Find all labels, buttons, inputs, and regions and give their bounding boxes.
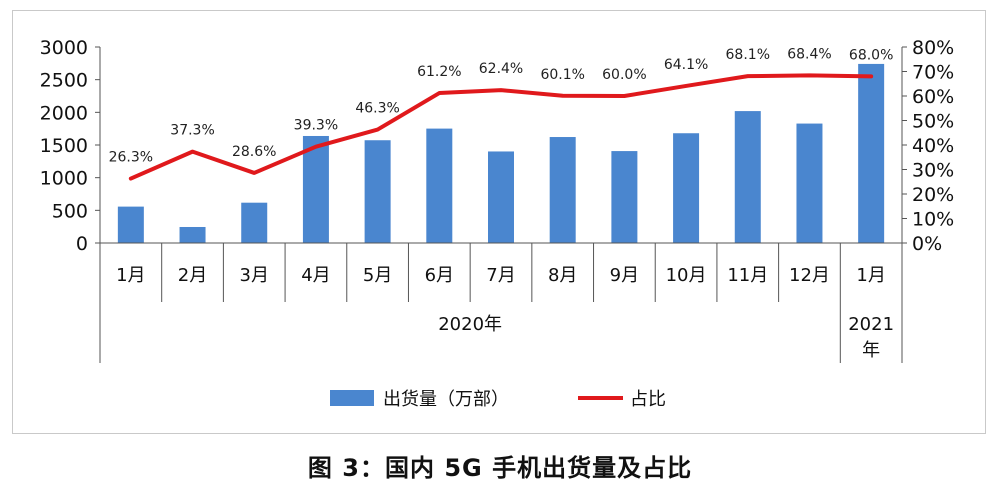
bar-shipments xyxy=(858,63,885,244)
y-left-tick-label: 0 xyxy=(76,233,88,255)
share-data-label: 39.3% xyxy=(294,118,338,134)
year-group-label-2020: 2020年 xyxy=(438,314,502,335)
legend-label-share: 占比 xyxy=(630,389,666,410)
share-data-label: 68.0% xyxy=(849,47,893,63)
y-left-tick-label: 1500 xyxy=(40,135,88,157)
bar-shipments xyxy=(488,151,514,243)
share-data-label: 62.4% xyxy=(479,61,523,77)
bar-shipments xyxy=(734,111,761,243)
legend-swatch-shipments xyxy=(330,390,374,406)
y-left-tick-label: 3000 xyxy=(40,37,88,59)
bar-shipments xyxy=(796,123,823,243)
bar-shipments xyxy=(179,226,206,243)
x-tick-label: 1月 xyxy=(856,265,885,286)
share-data-label: 60.0% xyxy=(602,67,646,83)
y-left-tick-label: 500 xyxy=(52,200,88,222)
x-tick-label: 5月 xyxy=(363,265,392,286)
y-right-tick-label: 50% xyxy=(912,111,954,133)
share-data-label: 28.6% xyxy=(232,144,276,160)
share-data-label: 46.3% xyxy=(355,101,399,117)
y-right-tick-label: 10% xyxy=(912,209,954,231)
y-right-tick-label: 80% xyxy=(912,37,954,59)
bar-shipments xyxy=(549,137,576,243)
y-right-tick-label: 30% xyxy=(912,160,954,182)
y-right-tick-label: 60% xyxy=(912,86,954,108)
bar-shipments xyxy=(426,128,453,243)
bar-shipments xyxy=(241,202,268,243)
bar-shipments xyxy=(302,135,329,243)
legend-label-shipments: 出货量（万部） xyxy=(383,389,509,410)
y-left-tick-label: 2500 xyxy=(40,70,88,92)
chart: 0 500 1000 1500 2000 2500 3000 0%10% 20%30% 40%50… xyxy=(40,37,955,410)
share-data-label: 68.1% xyxy=(726,47,770,63)
x-tick-label: 2月 xyxy=(178,265,207,286)
y-right-tick-label: 40% xyxy=(912,135,954,157)
x-tick-label: 10月 xyxy=(666,265,707,286)
share-data-label: 61.2% xyxy=(417,64,461,80)
y-left-tick-label: 2000 xyxy=(40,102,88,124)
y-right-tick-label: 0% xyxy=(912,233,942,255)
x-tick-label: 8月 xyxy=(548,265,577,286)
share-data-label: 68.4% xyxy=(787,46,831,62)
x-tick-label: 4月 xyxy=(301,265,330,286)
y-right-tick-label: 20% xyxy=(912,184,954,206)
x-tick-label: 3月 xyxy=(240,265,269,286)
x-tick-label: 1月 xyxy=(116,265,145,286)
line-share xyxy=(128,73,874,181)
figure-caption: 图 3：国内 5G 手机出货量及占比 xyxy=(307,454,693,482)
bar-shipments xyxy=(673,133,700,243)
y-right-tick-label: 70% xyxy=(912,62,954,84)
x-tick-label: 12月 xyxy=(789,265,830,286)
x-tick-label: 7月 xyxy=(486,265,515,286)
bar-shipments xyxy=(117,206,144,243)
year-group-label-2021: 2021 年 xyxy=(848,314,894,361)
x-tick-label: 6月 xyxy=(425,265,454,286)
share-data-label: 26.3% xyxy=(109,150,153,166)
chart-frame: 0 500 1000 1500 2000 2500 3000 0% 10% 20% 30% 40% 50… xyxy=(12,10,986,434)
share-data-label: 60.1% xyxy=(540,67,584,83)
bar-shipments xyxy=(611,151,638,243)
share-data-label: 64.1% xyxy=(664,57,708,73)
x-tick-label: 9月 xyxy=(610,265,639,286)
x-tick-label: 11月 xyxy=(727,265,768,286)
y-left-tick-label: 1000 xyxy=(40,168,88,190)
share-data-label: 37.3% xyxy=(170,123,214,139)
bar-shipments xyxy=(364,140,391,243)
